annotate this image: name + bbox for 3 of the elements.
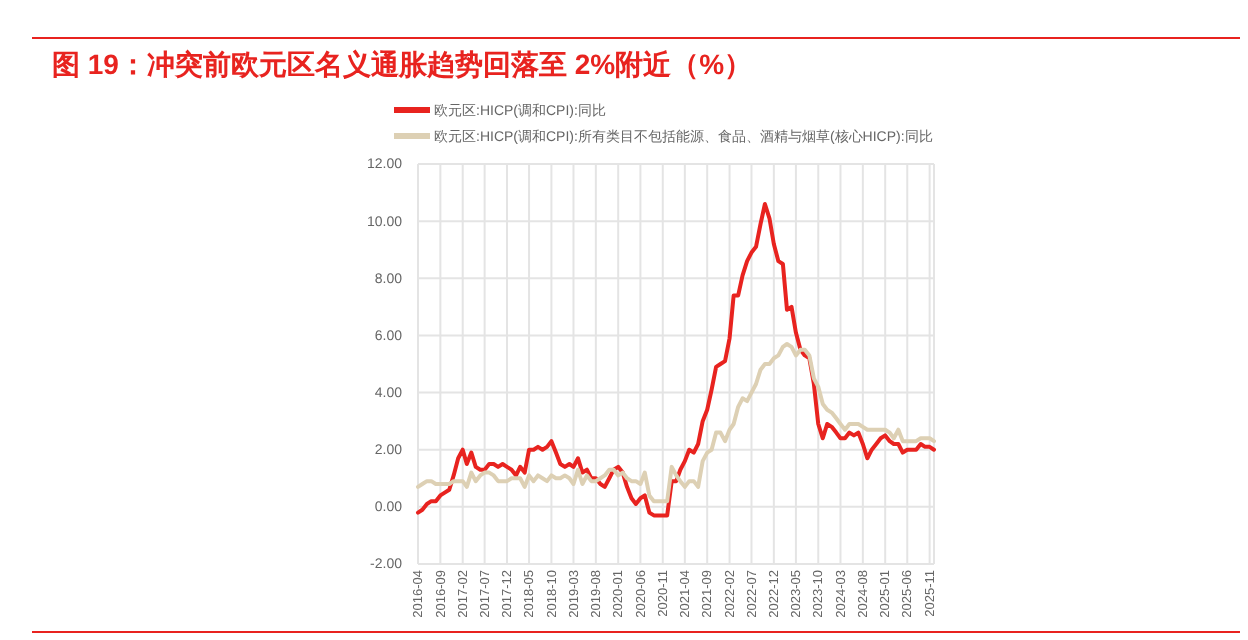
chart-title: 图 19：冲突前欧元区名义通胀趋势回落至 2%附近（%） — [52, 48, 753, 80]
line-series — [416, 342, 936, 504]
line-series — [416, 202, 936, 518]
